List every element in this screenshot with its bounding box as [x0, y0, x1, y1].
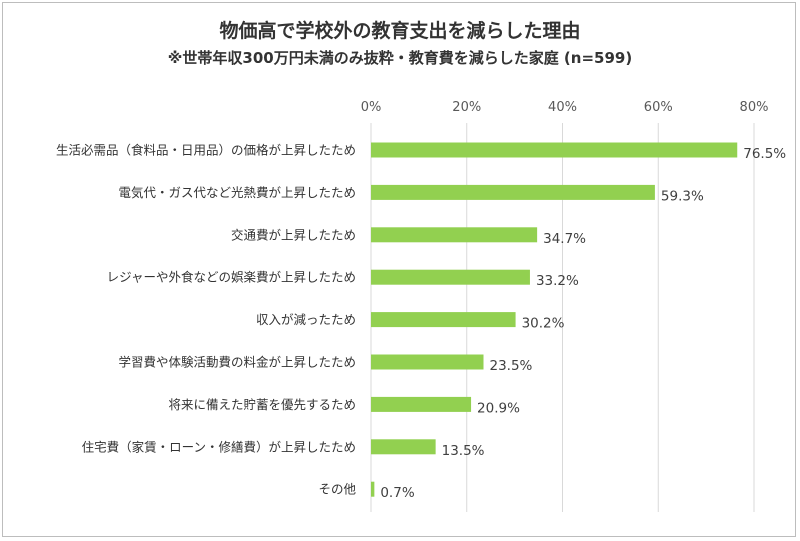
data-label: 59.3% [661, 188, 704, 204]
x-tick-label: 80% [740, 100, 769, 115]
data-label: 20.9% [477, 400, 520, 416]
category-label: 交通費が上昇したため [231, 227, 356, 242]
bar [371, 354, 484, 370]
bar [371, 269, 530, 285]
chart-title: 物価高で学校外の教育支出を減らした理由 [219, 20, 581, 42]
category-label: 学習費や体験活動費の料金が上昇したため [118, 355, 356, 370]
category-label: その他 [318, 482, 356, 497]
category-label: 収入が減ったため [256, 312, 356, 327]
x-tick-label: 40% [548, 100, 577, 115]
data-label: 23.5% [490, 358, 533, 374]
x-tick-label: 60% [644, 100, 673, 115]
data-label: 76.5% [743, 146, 786, 162]
data-label: 33.2% [536, 273, 579, 289]
category-label: 生活必需品（食料品・日用品）の価格が上昇したため [56, 143, 356, 158]
x-tick-label: 0% [361, 100, 382, 115]
data-label: 30.2% [522, 316, 565, 332]
bar [371, 481, 375, 497]
x-tick-label: 20% [452, 100, 481, 115]
category-label: 住宅費（家賃・ローン・修繕費）が上昇したため [82, 439, 356, 454]
bar [371, 396, 472, 412]
chart-subtitle: ※世帯年収300万円未満のみ抜粋・教育費を減らした家庭 (n=599) [167, 49, 633, 67]
data-label: 0.7% [380, 485, 414, 501]
bar [371, 227, 538, 243]
data-label: 13.5% [442, 443, 485, 459]
bar [371, 312, 516, 328]
category-label: レジャーや外食などの娯楽費が上昇したため [107, 270, 356, 285]
bar [371, 184, 655, 200]
category-label: 将来に備えた貯蓄を優先するため [168, 397, 356, 412]
bar [371, 439, 436, 455]
bar [371, 142, 738, 158]
data-label: 34.7% [543, 231, 586, 247]
category-label: 電気代・ガス代など光熱費が上昇したため [118, 185, 356, 200]
